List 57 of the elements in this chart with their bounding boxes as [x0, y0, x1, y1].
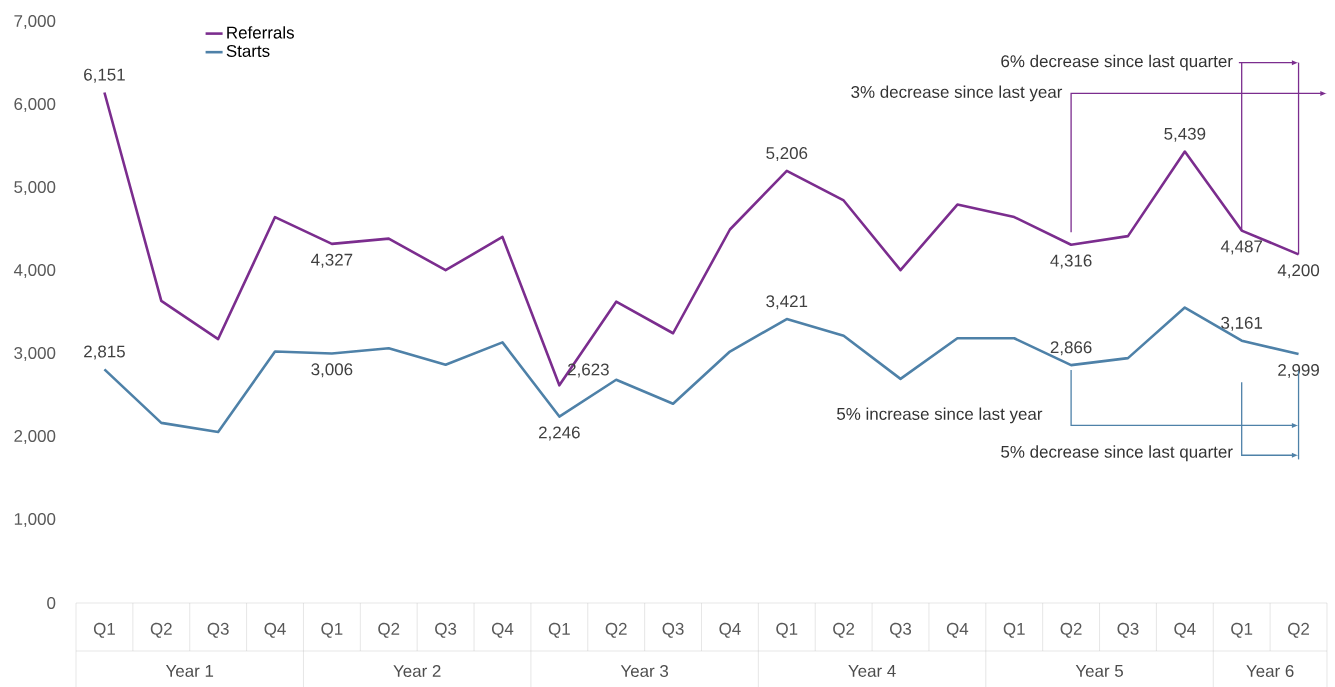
- annotation: 3% decrease since last year: [851, 85, 1063, 102]
- x-tick-label: Q4: [264, 622, 286, 638]
- data-label: 5,206: [766, 147, 808, 162]
- y-tick-label: 4,000: [13, 264, 56, 278]
- text: Year 4: [848, 665, 896, 677]
- x-tick-label: Q2: [1288, 622, 1309, 638]
- annotation: 5% increase since last year: [837, 407, 1043, 424]
- x-tick-label: Q2: [378, 622, 400, 638]
- x-tick-label: Q1: [1003, 622, 1025, 638]
- x-tick-label: Q4: [719, 622, 741, 638]
- x-tick-label: Q4: [946, 622, 969, 638]
- text: Year 6: [1246, 665, 1294, 677]
- x-tick-label: Q1: [1231, 622, 1253, 638]
- data-label: 2,999: [1278, 363, 1319, 378]
- data-label: 3,006: [311, 363, 353, 378]
- x-tick-label: Q2: [1060, 622, 1082, 638]
- y-tick-label: 6,000: [14, 98, 56, 112]
- data-label: 2,866: [1050, 341, 1092, 356]
- text: Year 1: [165, 665, 214, 677]
- data-label: 2,246: [539, 426, 580, 441]
- annotation: 6% decrease since last quarter: [1001, 54, 1233, 71]
- x-tick-label: Q3: [890, 622, 912, 638]
- y-tick-label: 1,000: [14, 513, 56, 527]
- y-tick-label: 7,000: [14, 15, 56, 29]
- x-tick-label: Q3: [662, 622, 684, 638]
- x-tick-label: Q2: [150, 622, 172, 638]
- x-tick-label: Q1: [93, 622, 115, 638]
- x-tick-label: Q1: [548, 622, 570, 638]
- annotation: 5% decrease since last quarter: [1001, 445, 1233, 462]
- y-tick-label: 5,000: [14, 181, 56, 195]
- data-label: 3,421: [766, 295, 808, 310]
- x-tick-label: Q2: [833, 622, 855, 638]
- data-label: 2,623: [568, 363, 609, 378]
- y-tick-label: 3,000: [14, 347, 56, 361]
- y-tick-label: 2,000: [14, 430, 56, 444]
- x-tick-label: Q3: [435, 622, 457, 638]
- data-label: 4,327: [311, 253, 353, 268]
- data-label: 4,316: [1050, 254, 1092, 269]
- data-label: 4,200: [1277, 264, 1320, 279]
- legend-label: Referrals: [227, 26, 294, 39]
- data-label: 2,815: [84, 345, 125, 360]
- text: Year 2: [393, 665, 441, 677]
- text: Year 3: [620, 665, 669, 677]
- x-tick-label: Q1: [321, 622, 343, 638]
- y-tick-label: 0: [47, 597, 56, 609]
- x-tick-label: Q1: [776, 622, 798, 638]
- data-label: 3,161: [1221, 316, 1263, 331]
- x-tick-label: Q2: [605, 622, 627, 638]
- x-tick-label: Q4: [1174, 622, 1196, 638]
- text: Year 5: [1075, 665, 1123, 677]
- data-label: 5,439: [1164, 127, 1206, 142]
- data-label: 4,487: [1220, 240, 1263, 255]
- x-tick-label: Q3: [1117, 622, 1139, 638]
- legend-label: Starts: [226, 44, 270, 57]
- x-tick-label: Q4: [491, 622, 514, 638]
- x-tick-label: Q3: [207, 622, 229, 638]
- data-label: 6,151: [84, 68, 125, 83]
